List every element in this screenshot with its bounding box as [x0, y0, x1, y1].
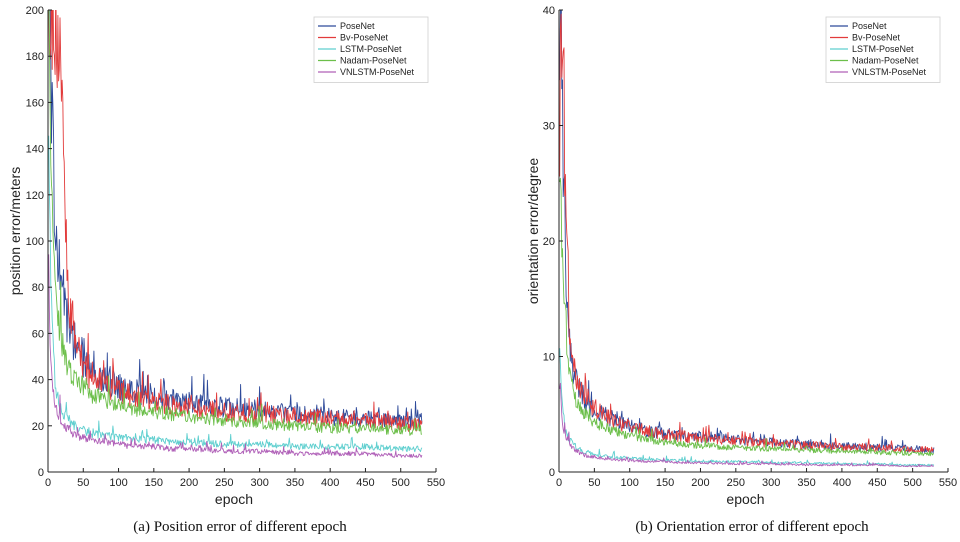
y-axis-label: position error/meters — [7, 167, 23, 295]
y-tick-label: 60 — [32, 328, 44, 340]
chart-position-error: 0 50 100 150 200 250 300 350 400 450 500 550 0 20 40 60… — [7, 5, 445, 507]
x-tick-label: 500 — [392, 477, 410, 489]
legend-entry: Bv-PoseNet — [852, 33, 901, 43]
y-tick-label: 30 — [543, 121, 555, 133]
y-axis-label: orientation error/degree — [525, 158, 541, 305]
y-tick-label: 180 — [26, 51, 44, 63]
series-line-vnlstm-posenet — [559, 382, 935, 468]
x-tick-label: 200 — [180, 477, 198, 489]
series-group — [48, 10, 423, 459]
x-tick-label: 350 — [286, 477, 304, 489]
y-tick-label: 20 — [32, 421, 44, 433]
x-tick-label: 250 — [727, 477, 745, 489]
x-tick-label: 400 — [833, 477, 851, 489]
series-line-lstm-posenet — [48, 135, 423, 453]
legend-entry: Bv-PoseNet — [340, 33, 389, 43]
y-tick-label: 0 — [38, 467, 44, 479]
y-tick-label: 80 — [32, 282, 44, 294]
x-tick-label: 100 — [109, 477, 127, 489]
x-tick-label: 300 — [250, 477, 268, 489]
y-tick-label: 40 — [32, 375, 44, 387]
legend-entry: PoseNet — [852, 21, 887, 31]
legend-entry: Nadam-PoseNet — [340, 56, 407, 66]
legend-entry: VNLSTM-PoseNet — [340, 67, 415, 77]
y-tick-label: 120 — [26, 190, 44, 202]
series-line-bv-posenet — [559, 13, 935, 453]
y-tick-label: 160 — [26, 97, 44, 109]
x-tick-label: 550 — [427, 477, 445, 489]
caption-a: (a) Position error of different epoch — [133, 519, 347, 535]
legend-entry: LSTM-PoseNet — [852, 44, 914, 54]
x-tick-label: 450 — [868, 477, 886, 489]
x-tick-label: 200 — [691, 477, 709, 489]
x-tick-label: 300 — [762, 477, 780, 489]
series-line-bv-posenet — [48, 10, 423, 432]
x-tick-label: 50 — [77, 477, 89, 489]
x-tick-label: 350 — [797, 477, 815, 489]
y-tick-label: 200 — [26, 5, 44, 17]
y-tick-label: 10 — [543, 352, 555, 364]
x-tick-label: 150 — [145, 477, 163, 489]
series-line-vnlstm-posenet — [48, 254, 423, 459]
y-tick-label: 0 — [549, 467, 555, 479]
legend-entry: PoseNet — [340, 21, 375, 31]
x-tick-label: 100 — [621, 477, 639, 489]
x-tick-label: 0 — [45, 477, 51, 489]
x-tick-label: 400 — [321, 477, 339, 489]
x-tick-label: 450 — [356, 477, 374, 489]
x-tick-label: 0 — [556, 477, 562, 489]
series-line-nadam-posenet — [559, 177, 935, 457]
x-tick-label: 50 — [588, 477, 600, 489]
chart-orientation-error: 0 50 100 150 200 250 300 350 400 450 500 550 0 10 20 30… — [525, 5, 957, 507]
legend-entry: Nadam-PoseNet — [852, 56, 919, 66]
x-tick-label: 150 — [656, 477, 674, 489]
legend-entry: VNLSTM-PoseNet — [852, 67, 927, 77]
caption-b: (b) Orientation error of different epoch — [635, 519, 869, 535]
x-axis-label: epoch — [215, 491, 253, 507]
x-tick-label: 550 — [939, 477, 957, 489]
y-tick-label: 140 — [26, 144, 44, 156]
series-group — [559, 10, 935, 468]
y-tick-label: 20 — [543, 236, 555, 248]
x-tick-label: 500 — [903, 477, 921, 489]
x-axis-label: epoch — [726, 491, 764, 507]
x-tick-label: 250 — [215, 477, 233, 489]
y-tick-label: 100 — [26, 236, 44, 248]
y-tick-label: 40 — [543, 5, 555, 17]
series-line-nadam-posenet — [48, 10, 423, 436]
legend-entry: LSTM-PoseNet — [340, 44, 402, 54]
